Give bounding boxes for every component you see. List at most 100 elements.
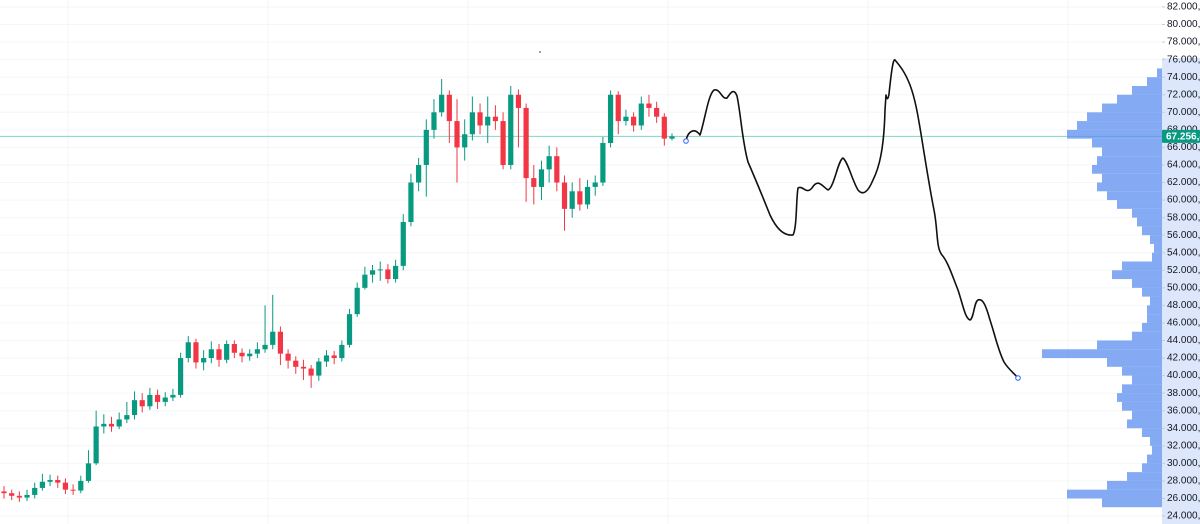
volume-bar: [1117, 393, 1162, 402]
volume-bar: [1132, 208, 1162, 218]
candle-body: [216, 349, 222, 360]
y-tick-label: 36.000,0: [1167, 405, 1200, 416]
volume-bar: [1142, 463, 1162, 473]
candle-body: [638, 103, 644, 126]
y-tick-label: 30.000,0: [1167, 458, 1200, 469]
candle-body: [285, 353, 291, 361]
candle-body: [369, 270, 376, 275]
y-tick-label: 62.000,0: [1167, 177, 1200, 188]
candle-body: [293, 360, 299, 367]
volume-bar: [1102, 147, 1162, 157]
y-tick-label: 60.000,0: [1167, 195, 1200, 206]
candle-body: [331, 355, 337, 359]
y-tick-label: 34.000,0: [1167, 423, 1200, 434]
dot: [539, 51, 541, 53]
candle-body: [515, 94, 522, 108]
volume-bar: [1154, 243, 1162, 253]
y-tick-label: 52.000,0: [1167, 265, 1200, 276]
y-tick-label: 78.000,0: [1167, 37, 1200, 48]
y-tick-label: 50.000,0: [1167, 282, 1200, 293]
last-price-label: 67.256,8: [1166, 132, 1200, 143]
candle-body: [462, 134, 468, 148]
y-tick-label: 54.000,0: [1167, 247, 1200, 258]
candle-body: [116, 419, 122, 427]
candle-body: [439, 94, 445, 113]
candle-body: [62, 482, 69, 490]
candle-body: [654, 107, 660, 117]
volume-bar: [1132, 279, 1162, 288]
candle-body: [39, 481, 45, 488]
volume-bar: [1097, 340, 1162, 350]
volume-bar: [1150, 437, 1162, 446]
candle-body: [561, 182, 568, 209]
y-tick-label: 42.000,0: [1167, 353, 1200, 364]
candle-body: [70, 489, 76, 491]
volume-bar: [1092, 164, 1162, 174]
candle-body: [646, 103, 652, 108]
volume-bar: [1117, 200, 1162, 209]
candle-body: [446, 94, 452, 122]
volume-bar: [1042, 349, 1162, 359]
candle-body: [385, 269, 391, 280]
candle-body: [224, 343, 230, 360]
volume-bar: [1097, 182, 1162, 192]
y-tick-label: 58.000,0: [1167, 212, 1200, 223]
candles: [1, 78, 675, 502]
y-tick-label: 48.000,0: [1167, 300, 1200, 311]
volume-bar: [1152, 252, 1162, 262]
candle-body: [277, 331, 284, 354]
y-tick-label: 28.000,0: [1167, 476, 1200, 487]
candle-body: [32, 487, 38, 495]
candle-body: [78, 480, 84, 491]
candle-body: [477, 112, 483, 126]
candle-body: [9, 493, 15, 496]
volume-bar: [1150, 235, 1162, 244]
drawing-handle[interactable]: [683, 138, 689, 144]
candle-body: [631, 116, 637, 126]
candle-body: [600, 143, 606, 183]
y-tick-label: 70.000,0: [1167, 107, 1200, 118]
candle-body: [147, 394, 153, 407]
candle-body: [400, 222, 406, 266]
candle-body: [592, 182, 598, 187]
volume-bar: [1067, 489, 1162, 499]
volume-bar: [1147, 454, 1162, 464]
candle-body: [124, 415, 130, 420]
volume-profile: [1042, 68, 1162, 508]
candle-body: [408, 182, 414, 223]
volume-bar: [1132, 331, 1162, 341]
volume-bar: [1112, 270, 1162, 280]
volume-bar: [1117, 94, 1162, 104]
candle-body: [208, 349, 214, 359]
candle-body: [392, 265, 399, 280]
candle-body: [262, 344, 268, 350]
volume-bar: [1147, 305, 1162, 315]
volume-bar: [1147, 77, 1162, 86]
volume-bar: [1102, 173, 1162, 183]
volume-bar: [1127, 419, 1162, 429]
candle-body: [577, 191, 583, 205]
candle-body: [569, 191, 575, 209]
candle-body: [508, 94, 514, 165]
y-tick-label: 32.000,0: [1167, 440, 1200, 451]
volume-bar: [1132, 410, 1162, 420]
candle-body: [24, 494, 30, 498]
volume-bar: [1107, 191, 1162, 201]
y-tick-label: 74.000,0: [1167, 72, 1200, 83]
candle-body: [55, 480, 61, 483]
y-tick-label: 80.000,0: [1167, 19, 1200, 30]
drawing: [685, 59, 1019, 379]
volume-bar: [1150, 296, 1162, 306]
volume-bar: [1077, 121, 1162, 130]
candle-body: [346, 314, 353, 345]
candle-body: [300, 366, 307, 369]
candle-body: [1, 491, 7, 494]
y-tick-label: 66.000,0: [1167, 142, 1200, 153]
volume-bar: [1142, 287, 1162, 297]
drawing-handle[interactable]: [1015, 375, 1021, 381]
price-axis: 82.000,0 80.000,0 78.000,0 76.000,0 74.000,0…: [1162, 2, 1200, 522]
volume-bar: [1087, 112, 1162, 122]
candle-body: [239, 352, 245, 357]
volume-bar: [1157, 68, 1162, 78]
